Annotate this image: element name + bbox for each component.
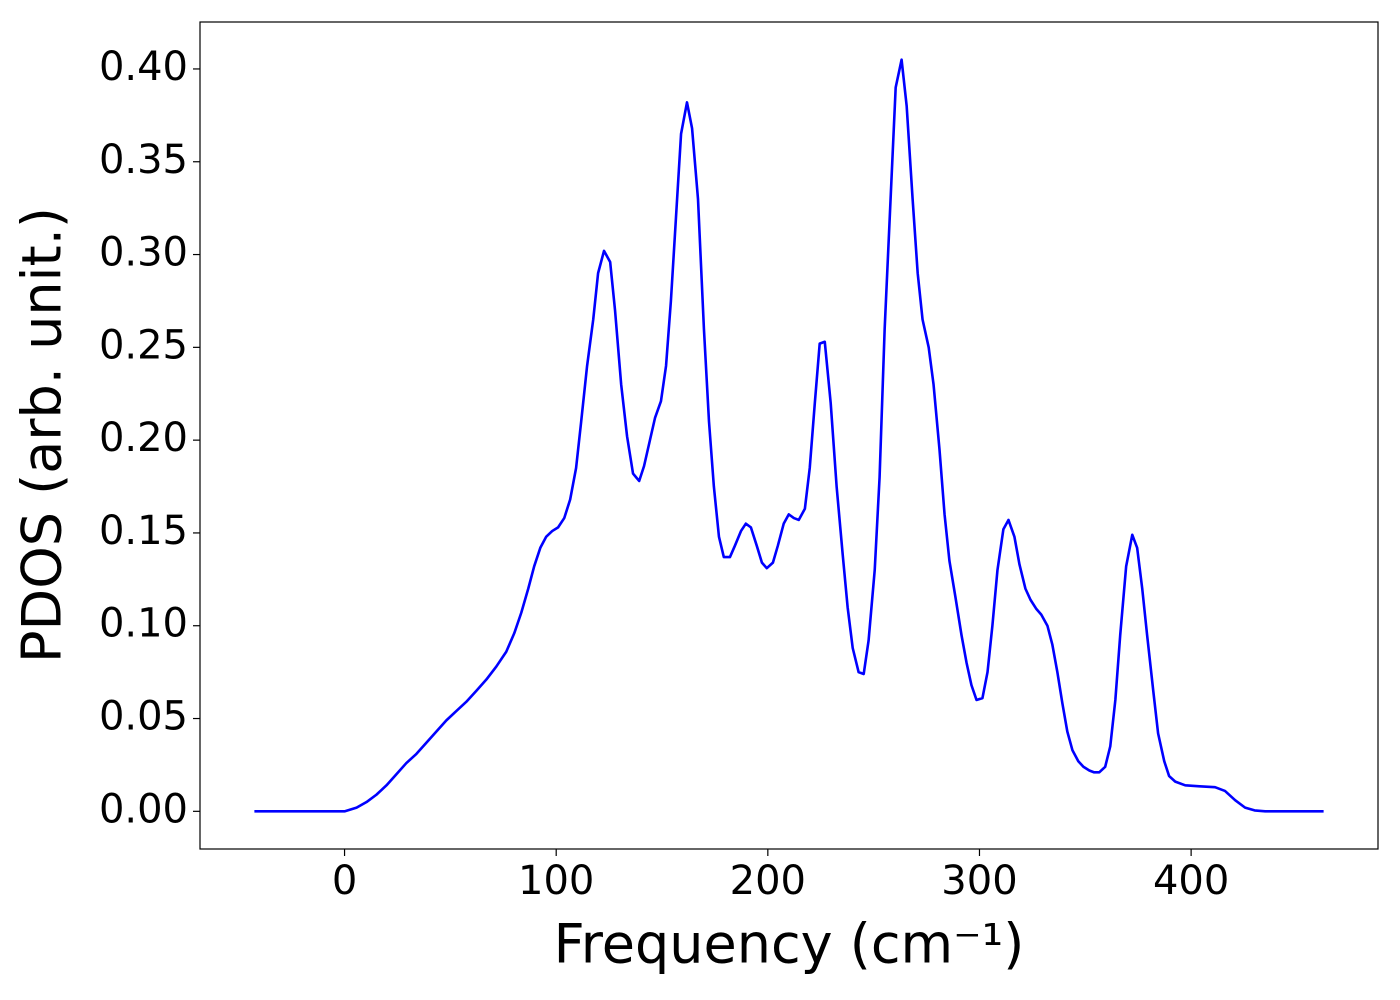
y-tick-label: 0.20 bbox=[99, 415, 188, 461]
y-tick-label: 0.25 bbox=[99, 322, 188, 368]
y-tick-label: 0.05 bbox=[99, 694, 188, 740]
x-tick-label: 0 bbox=[332, 858, 357, 904]
y-axis-label: PDOS (arb. unit.) bbox=[11, 207, 74, 663]
x-tick-label: 100 bbox=[518, 858, 594, 904]
line-series bbox=[254, 58, 1324, 813]
y-tick-label: 0.35 bbox=[99, 137, 188, 183]
y-tick-label: 0.40 bbox=[99, 44, 188, 90]
x-axis-label: Frequency (cm⁻¹) bbox=[554, 913, 1025, 976]
x-tick-label: 300 bbox=[941, 858, 1017, 904]
y-tick-label: 0.10 bbox=[99, 601, 188, 647]
y-tick-label: 0.00 bbox=[99, 786, 188, 832]
plot-frame bbox=[199, 21, 1379, 850]
y-tick-label: 0.30 bbox=[99, 230, 188, 276]
x-tick-label: 400 bbox=[1153, 858, 1229, 904]
y-tick-label: 0.15 bbox=[99, 508, 188, 554]
x-tick-label: 200 bbox=[730, 858, 806, 904]
